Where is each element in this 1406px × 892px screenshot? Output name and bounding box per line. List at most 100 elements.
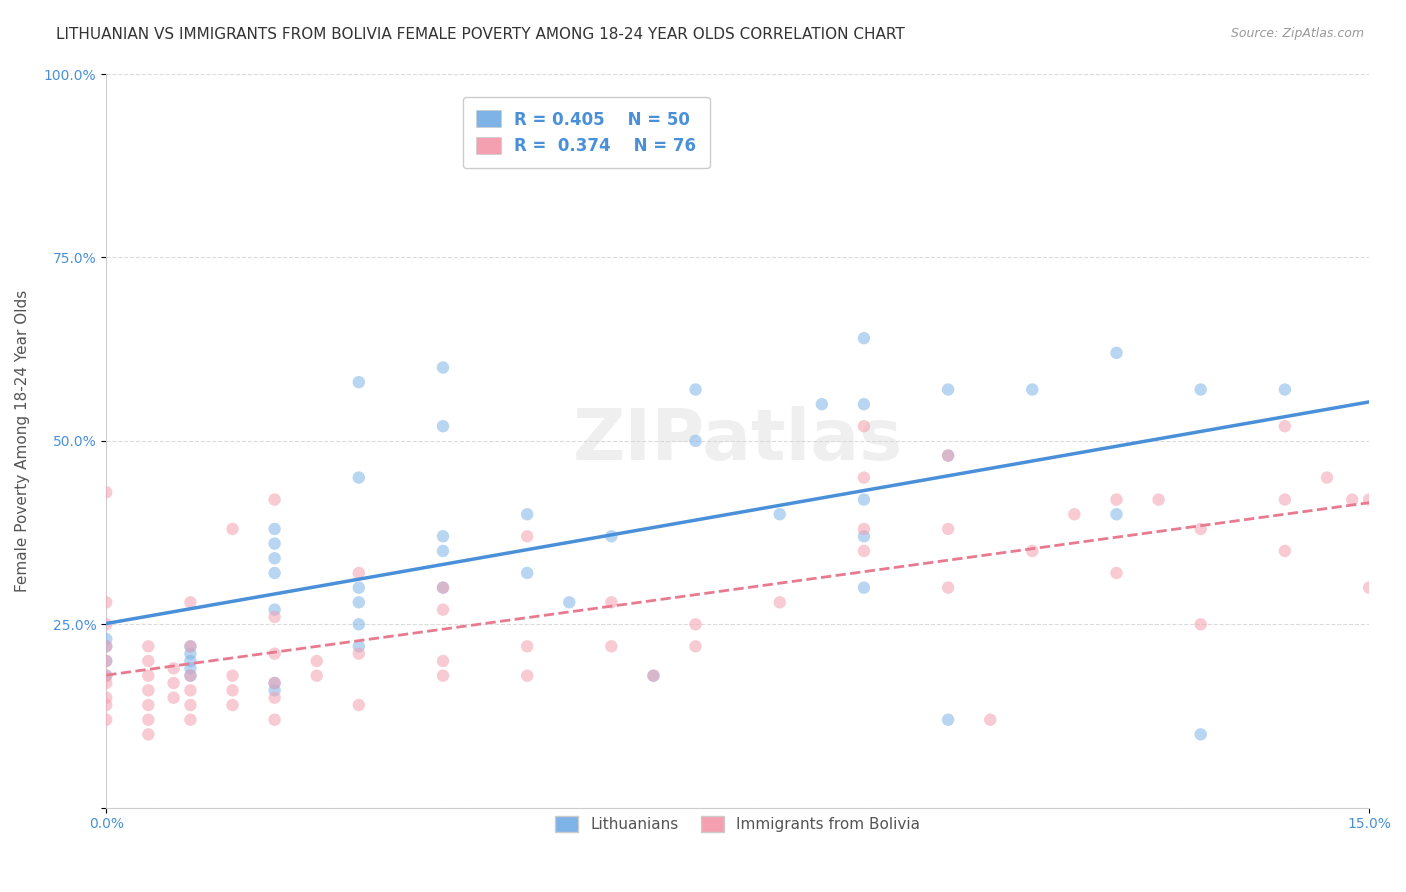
Point bbox=[432, 581, 454, 595]
Point bbox=[685, 617, 707, 632]
Point bbox=[96, 640, 118, 654]
Point bbox=[136, 727, 159, 741]
Point bbox=[179, 595, 201, 609]
Point bbox=[1063, 508, 1085, 522]
Point bbox=[96, 676, 118, 690]
Text: Source: ZipAtlas.com: Source: ZipAtlas.com bbox=[1230, 27, 1364, 40]
Point bbox=[979, 713, 1001, 727]
Point bbox=[263, 566, 285, 580]
Point bbox=[685, 383, 707, 397]
Point bbox=[432, 360, 454, 375]
Point bbox=[347, 595, 370, 609]
Point bbox=[136, 640, 159, 654]
Point bbox=[162, 676, 184, 690]
Point bbox=[852, 419, 875, 434]
Point bbox=[1274, 419, 1296, 434]
Point bbox=[263, 713, 285, 727]
Point bbox=[263, 536, 285, 550]
Point bbox=[852, 529, 875, 543]
Point bbox=[263, 683, 285, 698]
Point bbox=[162, 690, 184, 705]
Point bbox=[852, 492, 875, 507]
Point bbox=[1147, 492, 1170, 507]
Point bbox=[643, 668, 665, 682]
Point bbox=[96, 690, 118, 705]
Point bbox=[432, 544, 454, 558]
Point bbox=[643, 668, 665, 682]
Point bbox=[96, 654, 118, 668]
Point bbox=[263, 676, 285, 690]
Y-axis label: Female Poverty Among 18-24 Year Olds: Female Poverty Among 18-24 Year Olds bbox=[15, 290, 30, 592]
Point bbox=[1358, 581, 1381, 595]
Point bbox=[600, 640, 623, 654]
Point bbox=[936, 449, 959, 463]
Point bbox=[263, 522, 285, 536]
Point bbox=[558, 595, 581, 609]
Point bbox=[179, 661, 201, 675]
Point bbox=[96, 668, 118, 682]
Point bbox=[347, 640, 370, 654]
Point bbox=[305, 668, 328, 682]
Point bbox=[136, 668, 159, 682]
Point bbox=[852, 470, 875, 484]
Point bbox=[136, 683, 159, 698]
Point bbox=[221, 698, 243, 712]
Point bbox=[263, 551, 285, 566]
Point bbox=[1105, 346, 1128, 360]
Point bbox=[432, 581, 454, 595]
Point bbox=[936, 449, 959, 463]
Point bbox=[221, 683, 243, 698]
Legend: Lithuanians, Immigrants from Bolivia: Lithuanians, Immigrants from Bolivia bbox=[543, 804, 932, 844]
Point bbox=[685, 640, 707, 654]
Point bbox=[179, 713, 201, 727]
Point bbox=[96, 713, 118, 727]
Point bbox=[1341, 492, 1364, 507]
Point bbox=[347, 375, 370, 389]
Point bbox=[347, 698, 370, 712]
Point bbox=[1189, 383, 1212, 397]
Point bbox=[516, 508, 538, 522]
Point bbox=[936, 383, 959, 397]
Point bbox=[263, 610, 285, 624]
Point bbox=[516, 529, 538, 543]
Point bbox=[432, 668, 454, 682]
Point bbox=[96, 668, 118, 682]
Point bbox=[347, 581, 370, 595]
Point bbox=[96, 617, 118, 632]
Point bbox=[600, 529, 623, 543]
Point bbox=[1189, 617, 1212, 632]
Point bbox=[263, 647, 285, 661]
Point bbox=[936, 522, 959, 536]
Point bbox=[179, 668, 201, 682]
Point bbox=[852, 522, 875, 536]
Point bbox=[96, 632, 118, 646]
Text: LITHUANIAN VS IMMIGRANTS FROM BOLIVIA FEMALE POVERTY AMONG 18-24 YEAR OLDS CORRE: LITHUANIAN VS IMMIGRANTS FROM BOLIVIA FE… bbox=[56, 27, 905, 42]
Point bbox=[936, 713, 959, 727]
Point bbox=[811, 397, 834, 411]
Point bbox=[432, 419, 454, 434]
Point bbox=[96, 698, 118, 712]
Point bbox=[1105, 508, 1128, 522]
Point bbox=[179, 683, 201, 698]
Point bbox=[685, 434, 707, 448]
Point bbox=[1274, 544, 1296, 558]
Point bbox=[769, 508, 792, 522]
Point bbox=[263, 690, 285, 705]
Point bbox=[263, 492, 285, 507]
Point bbox=[1274, 492, 1296, 507]
Point bbox=[936, 581, 959, 595]
Point bbox=[1189, 727, 1212, 741]
Point bbox=[96, 640, 118, 654]
Point bbox=[136, 654, 159, 668]
Point bbox=[852, 544, 875, 558]
Point bbox=[136, 713, 159, 727]
Point bbox=[263, 676, 285, 690]
Point bbox=[179, 698, 201, 712]
Point bbox=[1189, 522, 1212, 536]
Point bbox=[263, 602, 285, 616]
Point bbox=[1105, 566, 1128, 580]
Point bbox=[852, 397, 875, 411]
Point bbox=[432, 602, 454, 616]
Point bbox=[1358, 492, 1381, 507]
Point bbox=[179, 668, 201, 682]
